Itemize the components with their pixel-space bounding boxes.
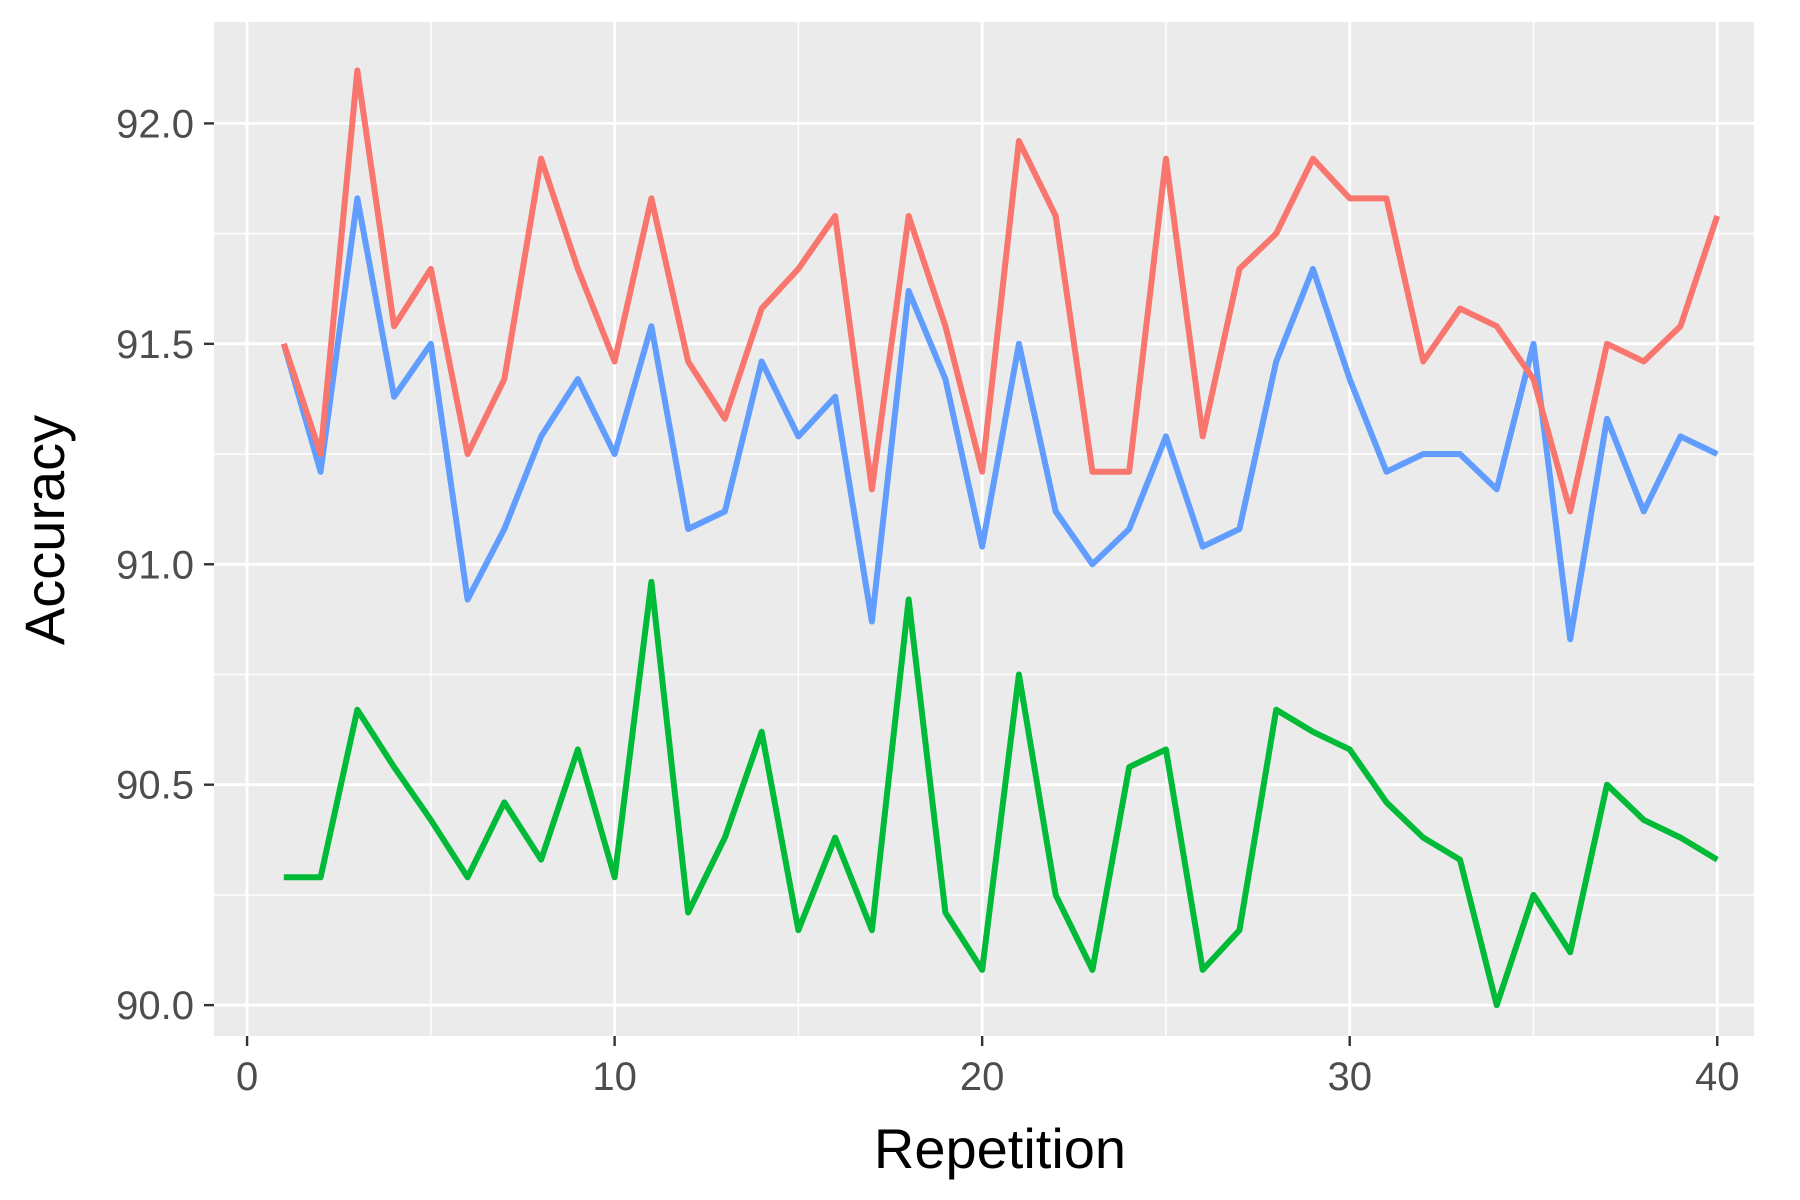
y-tick-label: 92.0 (116, 102, 194, 146)
series-line-1 (280, 67, 1721, 515)
series-line-2 (280, 195, 1719, 643)
series-lines (280, 67, 1721, 1009)
axis-ticks (204, 122, 1719, 1046)
x-tick-label: 10 (592, 1055, 637, 1099)
y-tick-label: 91.5 (116, 323, 194, 367)
x-tick-label: 0 (236, 1055, 258, 1099)
x-tick-label: 20 (960, 1055, 1005, 1099)
x-tick-label: 30 (1327, 1055, 1372, 1099)
minor-gridlines (214, 22, 1754, 1036)
y-tick-label: 91.0 (116, 543, 194, 587)
y-tick-label: 90.0 (116, 984, 194, 1028)
tick-labels: 0 10 20 30 40 90.0 90.5 91.0 91.5 92.0 (116, 102, 1739, 1099)
y-tick-label: 90.5 (116, 764, 194, 808)
series-line-3 (283, 578, 1719, 1009)
y-axis-title: Accuracy (13, 415, 76, 645)
x-axis-title: Repetition (874, 1117, 1126, 1180)
x-tick-label: 40 (1695, 1055, 1740, 1099)
